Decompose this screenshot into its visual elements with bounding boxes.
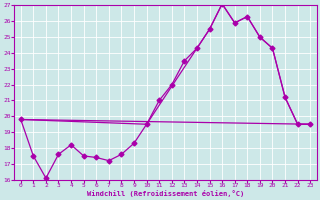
X-axis label: Windchill (Refroidissement éolien,°C): Windchill (Refroidissement éolien,°C) (87, 190, 244, 197)
